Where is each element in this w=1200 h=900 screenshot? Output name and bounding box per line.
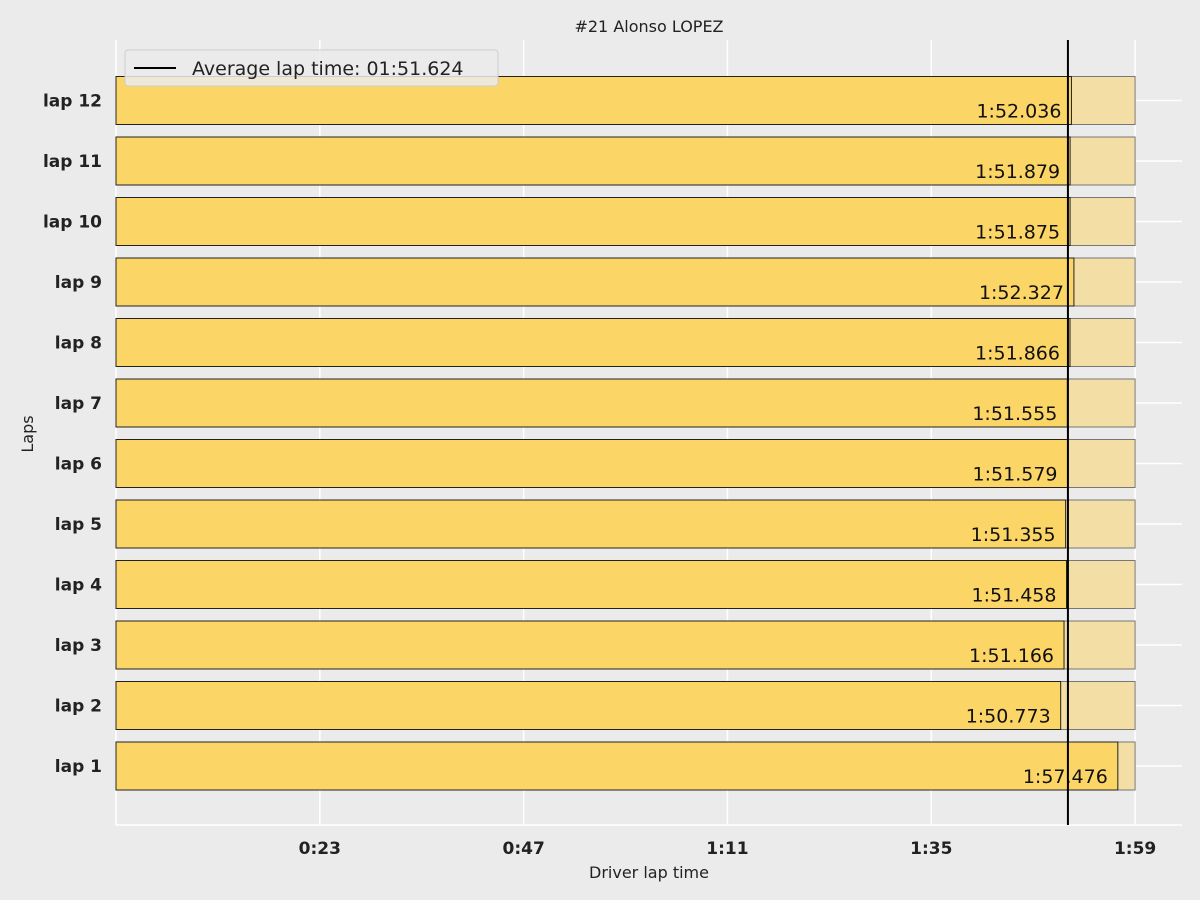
lap-bar [115,197,1071,246]
bar-value-label: 1:52.327 [979,282,1064,304]
legend-average-label: Average lap time: 01:51.624 [192,58,464,80]
y-tick-label: lap 3 [55,636,102,656]
y-tick-label: lap 6 [55,455,102,475]
plot-area: 1:57.476 1:50.773 1:51.166 1:51.458 1:51.355… [43,40,1182,859]
x-tick-label: 1:35 [910,839,952,859]
y-tick-label: lap 10 [43,213,102,233]
lap-bar [115,620,1065,670]
bar-value-label: 1:51.555 [972,403,1057,425]
y-tick-label: lap 8 [55,334,102,354]
x-tick-label: 0:47 [502,839,544,859]
bar-value-label: 1:51.879 [975,161,1060,183]
x-axis-label: Driver lap time [589,863,709,882]
lap-bar [115,318,1071,367]
bar-value-label: 1:51.579 [973,464,1058,486]
bar-value-label: 1:52.036 [976,101,1061,123]
y-tick-label: lap 5 [55,515,102,535]
x-tick-label: 1:59 [1114,839,1156,859]
lap-bar [115,681,1062,730]
lap-bar [115,378,1068,428]
bar-value-label: 1:51.875 [975,222,1060,244]
y-tick-label: lap 7 [55,394,102,414]
y-tick-label: lap 12 [43,92,102,112]
lap-bar [115,136,1071,186]
x-tick-label: 0:23 [299,839,341,859]
lap-bar [115,439,1069,488]
y-tick-label: lap 4 [55,576,102,596]
x-tick-label: 1:11 [706,839,748,859]
lap-bar [115,257,1075,307]
lap-bar [115,741,1119,791]
bar-value-label: 1:51.166 [969,645,1054,667]
y-axis-label: Laps [18,415,37,452]
lap-bar [115,499,1067,549]
y-tick-label: lap 11 [43,152,102,172]
bar-value-label: 1:57.476 [1023,766,1108,788]
bar-value-label: 1:51.458 [972,585,1057,607]
legend-box [124,49,499,87]
bar-value-label: 1:51.866 [975,343,1060,365]
lap-bar [115,560,1068,609]
bar-value-label: 1:50.773 [966,706,1051,728]
y-tick-label: lap 2 [55,697,102,717]
legend: Average lap time: 01:51.624 [124,49,499,87]
bar-value-label: 1:51.355 [971,524,1056,546]
y-tick-label: lap 9 [55,273,102,293]
chart-title: #21 Alonso LOPEZ [574,17,723,36]
y-tick-label: lap 1 [55,757,102,777]
